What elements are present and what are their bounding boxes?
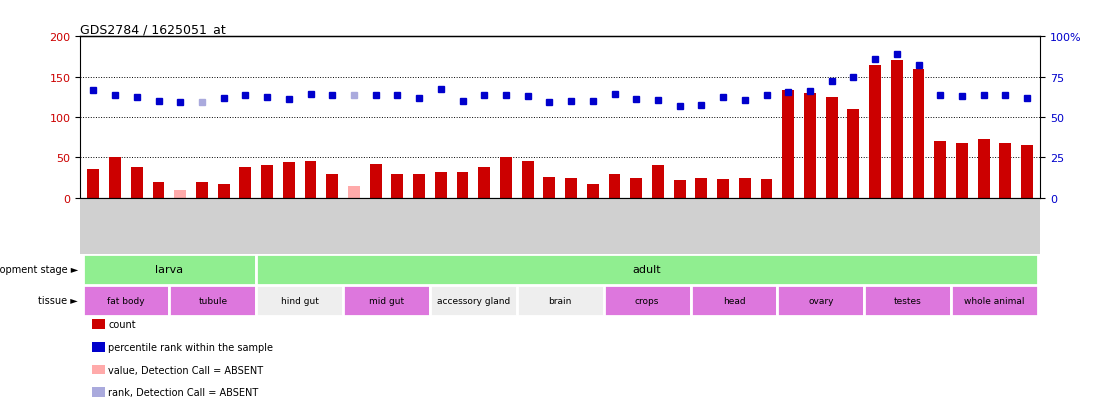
Bar (913, 69, 924, 198)
Bar (956, 143, 968, 198)
Bar (131, 168, 143, 198)
Bar (348, 186, 360, 198)
Bar (109, 158, 121, 198)
Bar (826, 97, 838, 198)
Text: mid gut: mid gut (369, 296, 404, 305)
Bar (517, 285, 604, 316)
Bar (153, 182, 164, 198)
Bar (652, 166, 664, 198)
Bar (174, 190, 186, 198)
Bar (587, 185, 599, 198)
Text: larva: larva (155, 264, 183, 275)
Text: hind gut: hind gut (281, 296, 318, 305)
Bar (87, 170, 99, 198)
Text: head: head (723, 296, 745, 305)
Text: tubule: tubule (199, 296, 228, 305)
Bar (392, 175, 403, 198)
Text: adult: adult (633, 264, 662, 275)
Bar (500, 157, 512, 198)
Bar (435, 173, 446, 198)
Bar (565, 179, 577, 198)
Bar (479, 168, 490, 198)
Bar (951, 285, 1038, 316)
Bar (978, 140, 990, 198)
Text: value, Detection Call = ABSENT: value, Detection Call = ABSENT (108, 365, 263, 375)
Text: rank, Detection Call = ABSENT: rank, Detection Call = ABSENT (108, 387, 259, 397)
Bar (891, 61, 903, 198)
Bar (196, 183, 208, 198)
Bar (261, 166, 273, 198)
Bar (305, 161, 317, 198)
Bar (1000, 143, 1011, 198)
Bar (695, 178, 708, 198)
Text: crops: crops (635, 296, 660, 305)
Bar (847, 109, 859, 198)
Bar (608, 174, 620, 198)
Bar (170, 285, 257, 316)
Bar (240, 168, 251, 198)
Bar (778, 285, 864, 316)
Bar (218, 185, 230, 198)
Bar (804, 94, 816, 198)
Bar (543, 177, 556, 198)
Bar (604, 285, 691, 316)
Bar (739, 178, 751, 198)
Bar (456, 173, 469, 198)
Bar (760, 180, 772, 198)
Bar (691, 285, 778, 316)
Bar (718, 180, 729, 198)
Bar (343, 285, 430, 316)
Bar (326, 174, 338, 198)
Bar (869, 65, 881, 198)
Bar (257, 285, 343, 316)
Bar (1021, 146, 1033, 198)
Text: whole animal: whole animal (964, 296, 1024, 305)
Bar (521, 162, 533, 198)
Bar (257, 254, 1038, 285)
Bar (631, 179, 642, 198)
Bar (934, 142, 946, 198)
Text: brain: brain (549, 296, 571, 305)
Text: percentile rank within the sample: percentile rank within the sample (108, 342, 273, 352)
Text: tissue ►: tissue ► (38, 295, 78, 306)
Text: accessory gland: accessory gland (436, 296, 510, 305)
Bar (864, 285, 951, 316)
Bar (282, 163, 295, 198)
Bar (369, 164, 382, 198)
Bar (83, 285, 170, 316)
Text: GDS2784 / 1625051_at: GDS2784 / 1625051_at (80, 23, 227, 36)
Bar (674, 180, 685, 198)
Text: count: count (108, 319, 136, 329)
Text: development stage ►: development stage ► (0, 264, 78, 275)
Text: testes: testes (894, 296, 922, 305)
Bar (782, 91, 795, 198)
Text: fat body: fat body (107, 296, 145, 305)
Text: ovary: ovary (808, 296, 834, 305)
Bar (430, 285, 517, 316)
Bar (83, 254, 257, 285)
Bar (413, 175, 425, 198)
